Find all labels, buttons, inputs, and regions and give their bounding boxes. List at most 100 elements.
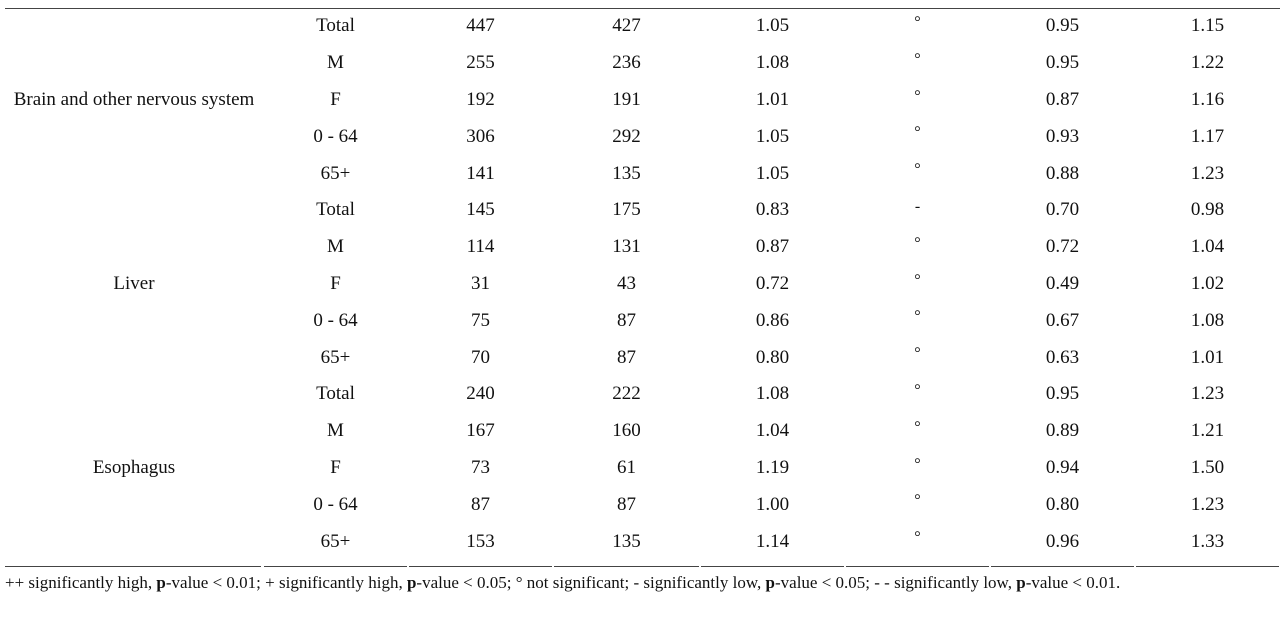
subgroup: F — [330, 272, 341, 294]
subgroup: Total — [316, 383, 355, 405]
value-cell: 75 — [471, 309, 490, 331]
value-cell: 0.86 — [755, 309, 790, 331]
group-label: Liver — [113, 273, 155, 294]
subgroup: 65+ — [320, 530, 351, 552]
footnote-text: -value < 0.01; + significantly high, — [165, 573, 407, 592]
footnote-text: p — [765, 573, 775, 592]
value-cell: 306 — [466, 125, 495, 147]
value-cell: 1.23 — [1190, 383, 1225, 405]
value-cell: ° — [914, 529, 921, 547]
value-cell: 0.70 — [1045, 199, 1080, 221]
footnote-text: -value < 0.05; - - significantly low, — [774, 573, 1017, 592]
value-cell: 1.00 — [755, 493, 790, 515]
subgroup: 65+ — [320, 162, 351, 184]
value-cell: 73 — [471, 456, 490, 478]
subgroup: M — [327, 236, 344, 258]
value-cell: 145 — [466, 199, 495, 221]
value-cell: ° — [914, 418, 921, 436]
value-cell: 70 — [471, 346, 490, 368]
subgroup: 0 - 64 — [313, 493, 358, 515]
value-cell: 255 — [466, 52, 495, 74]
subgroup: 0 - 64 — [313, 309, 358, 331]
footnote-text: -value < 0.01. — [1025, 573, 1121, 592]
value-cell: ° — [914, 14, 921, 31]
value-cell: 1.16 — [1190, 88, 1225, 110]
value-cell: 87 — [617, 309, 636, 331]
value-cell: 167 — [466, 420, 495, 442]
value-cell: 153 — [466, 530, 495, 552]
footnote-text: p — [1016, 573, 1026, 592]
value-cell: 292 — [612, 125, 641, 147]
value-cell: 1.08 — [755, 383, 790, 405]
value-cell: 135 — [612, 530, 641, 552]
value-cell: 1.22 — [1190, 52, 1225, 74]
value-cell: 31 — [471, 272, 490, 294]
footnote-text: p — [156, 573, 166, 592]
subgroup: Total — [316, 199, 355, 221]
value-cell: 160 — [612, 420, 641, 442]
value-cell: ° — [914, 234, 921, 252]
value-cell: 0.93 — [1045, 125, 1080, 147]
subgroup: F — [330, 456, 341, 478]
bottom-rule — [701, 566, 844, 567]
value-cell: 0.89 — [1045, 420, 1080, 442]
value-cell: 1.50 — [1190, 456, 1225, 478]
value-cell: ° — [914, 271, 921, 289]
value-cell: 1.04 — [1190, 236, 1225, 258]
value-cell: 0.72 — [755, 272, 790, 294]
group-label: Esophagus — [92, 457, 176, 478]
value-cell: 1.21 — [1190, 420, 1225, 442]
value-cell: 61 — [617, 456, 636, 478]
value-cell: ° — [914, 87, 921, 105]
value-cell: 427 — [612, 15, 641, 37]
bottom-rule — [554, 566, 699, 567]
value-cell: 447 — [466, 15, 495, 37]
value-cell: ° — [914, 161, 921, 179]
footnote-text: p — [406, 573, 417, 592]
bottom-rule — [1136, 566, 1279, 567]
value-cell: 1.23 — [1190, 162, 1225, 184]
bottom-rule — [264, 566, 407, 567]
value-cell: 1.05 — [755, 162, 790, 184]
value-cell: 0.95 — [1045, 52, 1080, 74]
footnote-text: -value < 0.05; ° not significant; - sign… — [416, 573, 766, 592]
value-cell: 1.01 — [1190, 346, 1225, 368]
value-cell: 0.80 — [755, 346, 790, 368]
value-cell: 0.96 — [1045, 530, 1080, 552]
value-cell: 0.95 — [1045, 383, 1080, 405]
value-cell: 141 — [466, 162, 495, 184]
bottom-rule — [991, 566, 1134, 567]
value-cell: ° — [914, 308, 921, 326]
value-cell: 1.05 — [755, 125, 790, 147]
value-cell: 222 — [612, 383, 641, 405]
value-cell: ° — [914, 50, 921, 68]
value-cell: 1.05 — [755, 15, 790, 37]
value-cell: 87 — [471, 493, 490, 515]
value-cell: 1.15 — [1190, 15, 1225, 37]
value-cell: 1.17 — [1190, 125, 1225, 147]
value-cell: 0.72 — [1045, 236, 1080, 258]
value-cell: 0.83 — [755, 199, 790, 221]
value-cell: 192 — [466, 88, 495, 110]
bottom-rule — [846, 566, 989, 567]
value-cell: 114 — [466, 236, 495, 258]
value-cell: 1.19 — [755, 456, 790, 478]
value-cell: 0.95 — [1045, 15, 1080, 37]
value-cell: ° — [914, 345, 921, 363]
value-cell: 131 — [612, 236, 641, 258]
subgroup: M — [327, 420, 344, 442]
value-cell: 87 — [617, 346, 636, 368]
subgroup: F — [330, 88, 341, 110]
value-cell: 0.87 — [755, 236, 790, 258]
value-cell: 240 — [466, 383, 495, 405]
value-cell: 0.63 — [1045, 346, 1080, 368]
value-cell: 0.87 — [1045, 88, 1080, 110]
value-cell: 1.04 — [755, 420, 790, 442]
group-label: Brain and other nervous system — [13, 89, 255, 110]
value-cell: 1.23 — [1190, 493, 1225, 515]
value-cell: 1.08 — [755, 52, 790, 74]
value-cell: 1.02 — [1190, 272, 1225, 294]
subgroup: Total — [316, 15, 355, 37]
value-cell: 1.14 — [755, 530, 790, 552]
